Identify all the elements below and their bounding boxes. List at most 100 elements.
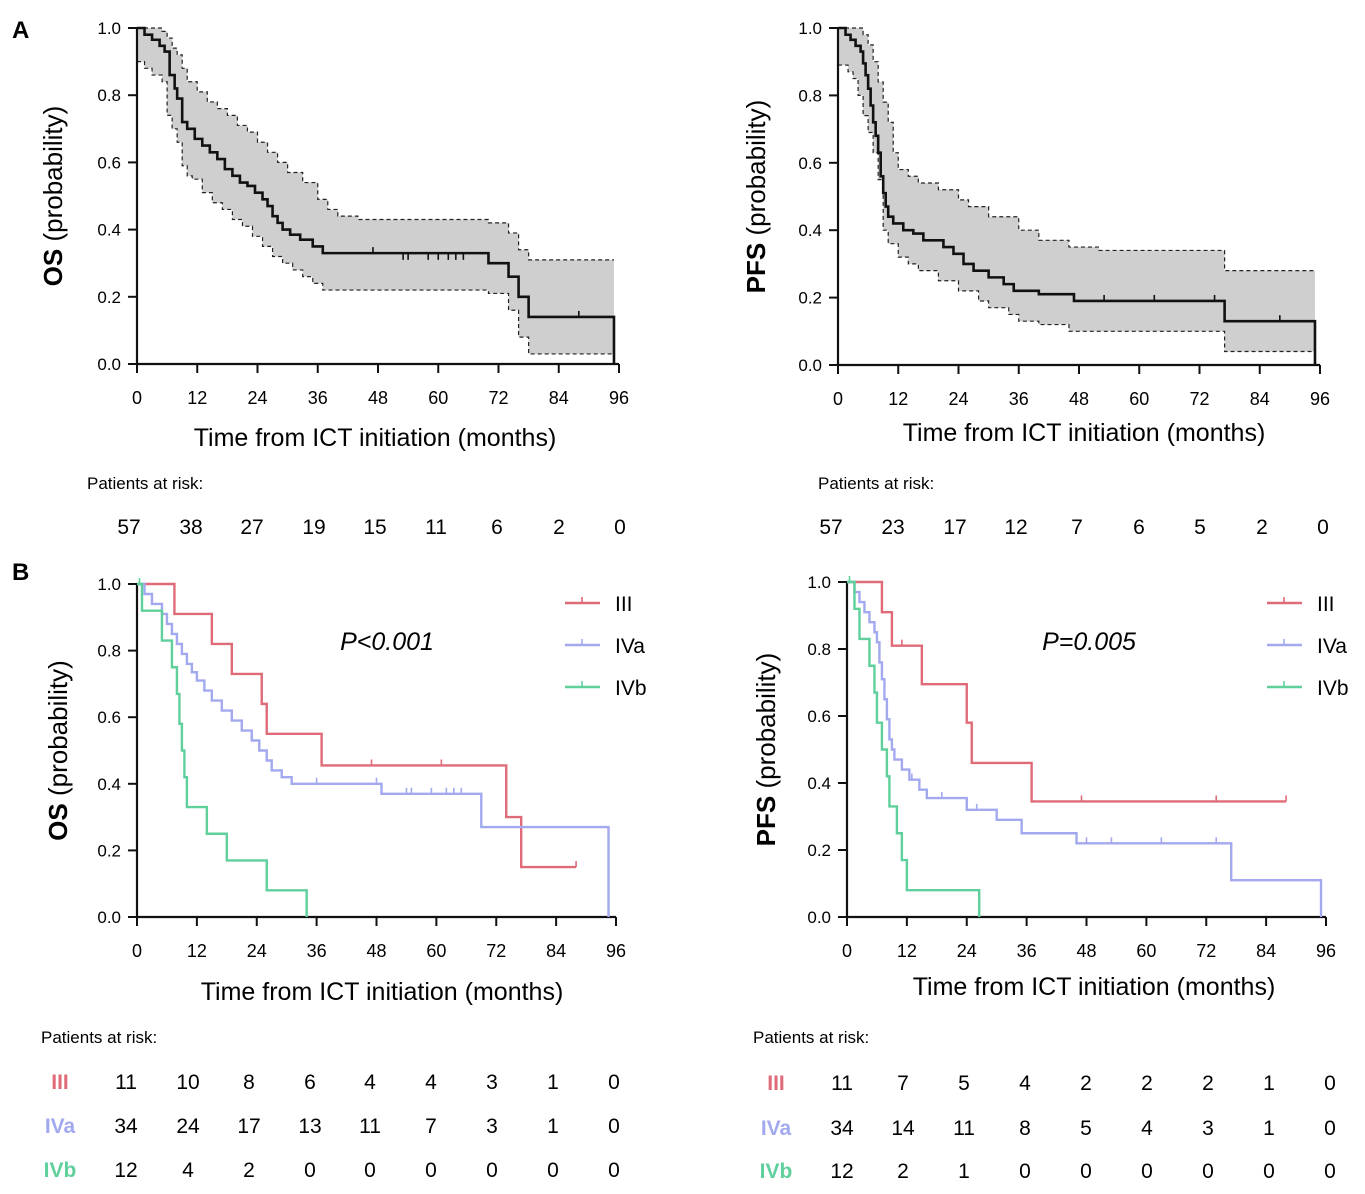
x-tick-label: 48 [1076,941,1096,961]
risk-table-title: Patients at risk: [818,474,934,493]
risk-count: 11 [831,1072,853,1095]
y-tick-label: 0.0 [807,908,831,927]
x-tick-label: 72 [1189,389,1209,409]
risk-count: 2 [1080,1072,1092,1095]
y-tick-label: 0.8 [97,86,121,105]
risk-count: 23 [881,516,904,539]
risk-count: 4 [182,1159,194,1182]
risk-count: 6 [1133,516,1145,539]
p-value: P=0.005 [1042,628,1136,656]
risk-count: 0 [614,516,626,539]
risk-count: 6 [491,516,503,539]
x-tick-label: 84 [1250,389,1270,409]
risk-row-label-iva: IVa [45,1115,76,1138]
risk-count: 0 [608,1071,620,1094]
risk-count: 0 [1263,1160,1275,1183]
risk-count: 1 [1263,1072,1275,1095]
risk-count: 2 [1256,516,1268,539]
km-panel-1: A0 12 24 36 48 60 72 84 960.00.20.40.60.81.0OS (… [12,17,629,539]
x-tick-label: 72 [1196,941,1216,961]
lower-ci-line [137,61,614,355]
risk-count: 0 [1324,1072,1336,1095]
legend-label-iii: III [1317,593,1335,616]
panel-label: B [12,559,29,586]
km-curve-iva [847,580,1323,917]
upper-ci-line [838,27,1315,272]
risk-row-label-ivb: IVb [760,1160,793,1183]
risk-table-title: Patients at risk: [41,1028,157,1047]
risk-count: 12 [1004,516,1027,539]
risk-count: 12 [114,1159,137,1182]
x-tick-label: 0 [132,388,142,408]
risk-count: 8 [243,1071,255,1094]
x-axis-label: Time from ICT initiation (months) [201,978,564,1006]
y-tick-label: 0.0 [97,908,121,927]
y-axis-label: OS (probability) [43,660,73,841]
y-axis-label-metric: OS [43,803,73,841]
risk-count: 34 [114,1115,138,1138]
legend-label-ivb: IVb [1317,677,1349,700]
risk-count: 0 [608,1159,620,1182]
y-axis-label: PFS (probability) [741,100,771,294]
risk-count: 17 [237,1115,260,1138]
risk-count: 0 [425,1159,437,1182]
risk-table-title: Patients at risk: [87,474,203,493]
risk-count: 0 [1324,1160,1336,1183]
risk-count: 14 [891,1117,915,1140]
y-tick-label: 0.4 [97,775,121,794]
risk-row-label-iva: IVa [761,1117,792,1140]
x-tick-label: 0 [833,389,843,409]
risk-count: 2 [553,516,565,539]
y-axis-label-unit: (probability) [751,653,781,796]
p-value: P<0.001 [340,628,434,656]
risk-count: 2 [897,1160,909,1183]
risk-count: 0 [1317,516,1329,539]
x-tick-label: 84 [549,388,569,408]
risk-count: 2 [1202,1072,1214,1095]
y-tick-label: 0.2 [798,289,822,308]
risk-count: 0 [486,1159,498,1182]
y-tick-label: 0.4 [798,221,822,240]
risk-count: 1 [958,1160,970,1183]
risk-count: 15 [363,516,386,539]
risk-table-title: Patients at risk: [753,1028,869,1047]
legend-label-iva: IVa [615,635,645,658]
risk-count: 4 [425,1071,437,1094]
x-tick-label: 12 [888,389,908,409]
y-tick-label: 0.8 [798,86,822,105]
x-tick-label: 36 [1017,941,1037,961]
x-tick-label: 48 [366,941,386,961]
risk-count: 4 [1019,1072,1031,1095]
legend-label-iva: IVa [1317,635,1347,658]
x-tick-label: 60 [1136,941,1156,961]
x-tick-label: 60 [1129,389,1149,409]
y-tick-label: 0.4 [807,774,831,793]
y-tick-label: 0.0 [97,355,121,374]
risk-count: 1 [1263,1117,1275,1140]
y-tick-label: 0.2 [97,841,121,860]
y-tick-label: 0.2 [97,288,121,307]
km-curve-ivb [847,580,981,917]
risk-count: 7 [425,1115,437,1138]
x-tick-label: 36 [307,941,327,961]
x-tick-label: 60 [428,388,448,408]
x-tick-label: 0 [842,941,852,961]
x-tick-label: 48 [1069,389,1089,409]
legend-label-iii: III [615,593,633,616]
km-curve-iii [137,582,577,869]
y-tick-label: 1.0 [798,19,822,38]
risk-count: 3 [1202,1117,1214,1140]
km-curve-os [137,26,616,364]
x-tick-label: 96 [606,941,626,961]
risk-row-label-iii: III [767,1072,785,1095]
y-tick-label: 0.6 [798,154,822,173]
y-axis-label-metric: PFS [751,796,781,847]
x-tick-label: 72 [488,388,508,408]
y-axis-label-unit: (probability) [741,100,771,243]
risk-count: 13 [298,1115,321,1138]
risk-count: 1 [547,1071,559,1094]
km-curve-pfs [838,26,1317,365]
risk-count: 0 [1202,1160,1214,1183]
